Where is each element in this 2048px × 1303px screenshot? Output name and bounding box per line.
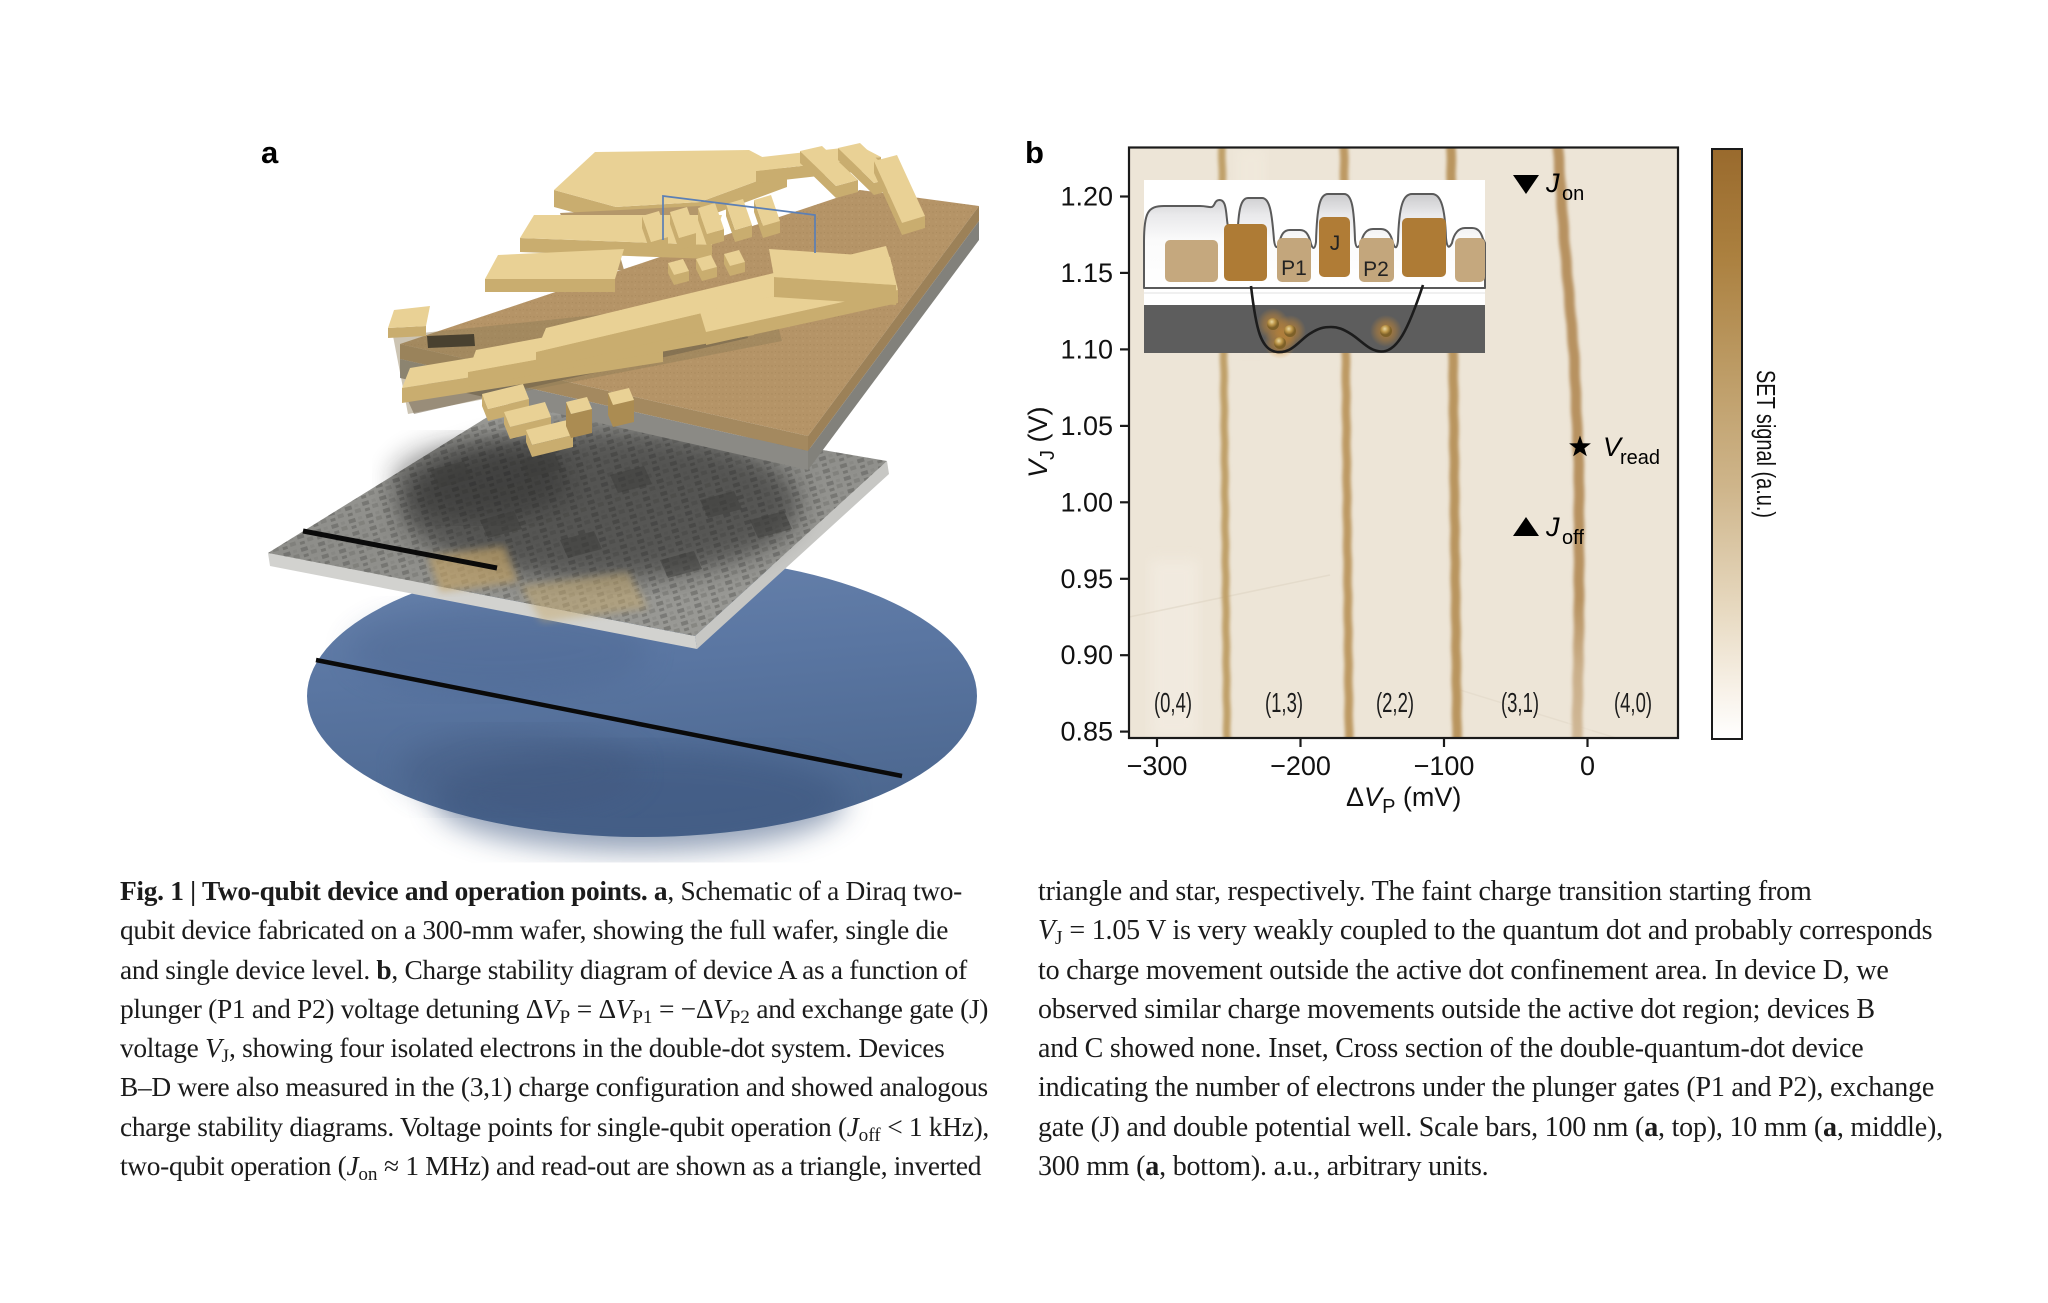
svg-text:1.05: 1.05 [1060, 411, 1113, 441]
svg-text:−200: −200 [1270, 751, 1331, 781]
svg-text:P2: P2 [1363, 258, 1389, 281]
svg-text:0.85: 0.85 [1060, 717, 1113, 747]
svg-text:on: on [1562, 183, 1584, 205]
svg-text:P1: P1 [1281, 257, 1307, 280]
svg-text:off: off [1562, 527, 1584, 549]
svg-text:SET signal (a.u.): SET signal (a.u.) [1751, 370, 1779, 518]
svg-text:ΔVP (mV): ΔVP (mV) [1346, 782, 1461, 818]
svg-text:J: J [1330, 232, 1341, 255]
svg-text:(3,1): (3,1) [1501, 687, 1539, 718]
svg-text:(0,4): (0,4) [1154, 687, 1192, 718]
svg-text:read: read [1620, 447, 1660, 469]
svg-text:(2,2): (2,2) [1376, 687, 1414, 718]
svg-text:0.90: 0.90 [1060, 640, 1113, 670]
svg-text:V: V [1603, 432, 1624, 462]
svg-text:1.00: 1.00 [1060, 487, 1113, 517]
svg-text:(4,0): (4,0) [1614, 687, 1652, 718]
svg-text:1.20: 1.20 [1060, 182, 1113, 212]
svg-text:J: J [1545, 168, 1560, 198]
svg-text:J: J [1545, 512, 1560, 542]
svg-text:1.10: 1.10 [1060, 334, 1113, 364]
svg-text:0.95: 0.95 [1060, 564, 1113, 594]
svg-text:VJ (V): VJ (V) [1023, 406, 1059, 478]
svg-text:−300: −300 [1127, 751, 1188, 781]
svg-text:(1,3): (1,3) [1265, 687, 1303, 718]
svg-text:0: 0 [1580, 751, 1595, 781]
svg-text:1.15: 1.15 [1060, 258, 1113, 288]
svg-text:−100: −100 [1414, 751, 1475, 781]
